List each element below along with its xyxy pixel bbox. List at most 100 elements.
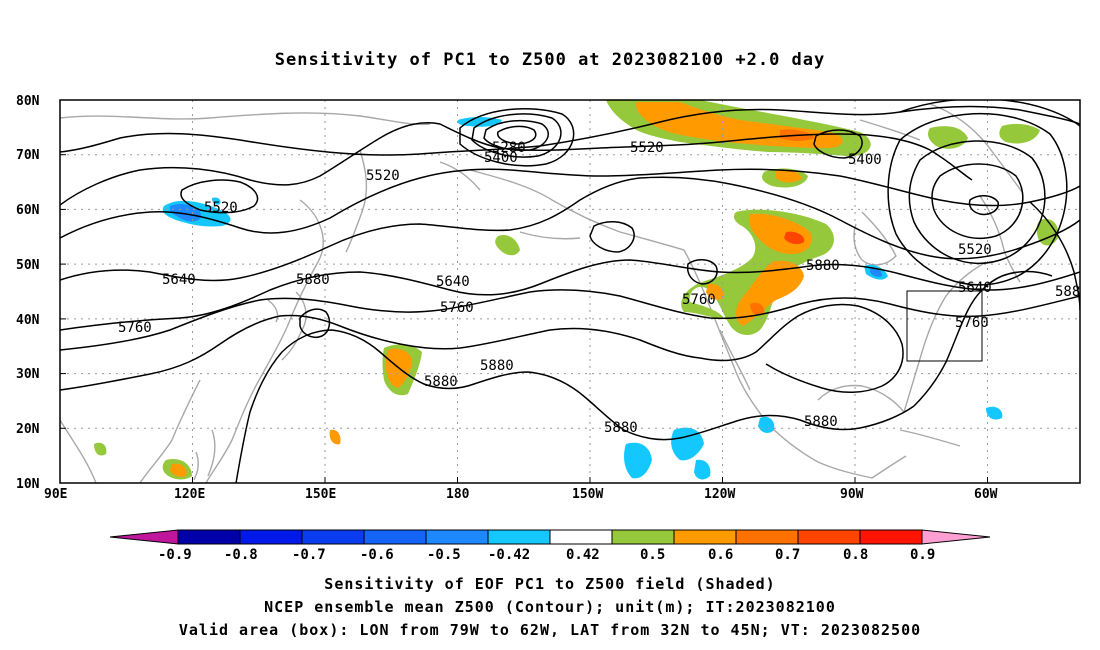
shade-pos05-canada [776,169,802,183]
coastline-india [60,419,97,483]
colorbar-box-neg_05 [425,529,489,545]
lon-label: 150E [305,487,336,502]
colorbar-box-pos_06 [735,529,799,545]
contour-label: 5520 [204,200,238,216]
shade-pos06-south [750,302,765,316]
coastline-na-east [903,261,987,413]
contour-11 [913,270,1053,407]
coastline-kamchatka [345,149,368,253]
shade-pos07-coast [784,231,805,245]
longitude-labels: 90E 120E 150E 180 150W 120W 90W 60W [44,487,998,502]
coastline-asia-north [60,112,431,126]
colorbar-box-neg_07 [301,529,365,545]
map-gridlines [60,100,1080,483]
shade-neg-sw [212,197,221,205]
contour-label: 5400 [484,150,518,166]
colorbar-label: -0.9 [158,547,192,563]
coastline-aleutians [519,231,581,240]
contour-low-ak [589,221,635,253]
colorbar-low-triangle [109,529,179,545]
axis-ticks [60,99,988,483]
contour-label: 5400 [848,152,882,168]
contour-7 [60,314,701,391]
colorbar-label: -0.8 [224,547,258,563]
lat-label: 80N [16,94,40,109]
shade-neg05-kamchatka [169,204,201,222]
coastline-alaska [469,169,685,251]
caption-valid-area: Valid area (box): LON from 79W to 62W, L… [178,621,922,639]
colorbar-label: 0.8 [843,547,868,563]
contour-labrador-ring-4 [887,112,1068,286]
lat-label: 70N [16,148,40,163]
coastline-gulf-mexico [817,384,905,413]
colorbar-box-pos_042 [611,529,675,545]
contour-2 [60,122,973,206]
contour-label: 5760 [118,320,152,336]
colorbar-label: -0.6 [360,547,394,563]
shade-neg-pacific-3 [694,459,711,480]
contour-label: 5520 [630,140,664,156]
contour-label: 5280 [492,140,526,156]
lon-label: 120E [174,487,205,502]
colorbar-box-pos_05 [673,529,737,545]
valid-area-box [906,290,983,362]
shade-pos05-wp [329,429,341,445]
coastline-bering [439,161,481,191]
colorbar-box-neg_042 [487,529,551,545]
shade-neg-pacific-2 [624,442,652,479]
coastline-greenland [929,103,1023,193]
lon-label: 90W [840,487,864,502]
coastline-cuba [899,429,961,447]
contour-labrador-ring-3 [908,140,1046,264]
coastline-china-se [139,379,201,483]
contour-10 [623,405,915,441]
colorbar-box-neutral [549,529,613,545]
shade-pos-ne [999,123,1040,144]
contour-high-ak [686,259,718,285]
shade-pos-cont-east [1036,218,1059,246]
contour-8 [235,329,625,483]
contour-label: 5640 [436,274,470,290]
colorbar-label: -0.42 [488,547,530,563]
contour-4 [60,176,1080,282]
colorbar-box-neg_06 [363,529,427,545]
colorbar-label: -0.5 [427,547,461,563]
contour-9 [699,303,904,393]
shade-pos05-west [706,283,725,300]
caption-contours: NCEP ensemble mean Z500 (Contour); unit(… [264,598,836,616]
lon-label: 150W [572,487,603,502]
colorbar-label: 0.9 [910,547,935,563]
shade-neg-pacific-4 [758,416,775,433]
shade-pos-alaska-gulf [495,234,520,256]
coastline-philippines [193,429,216,481]
shade-neg-pacific-1 [671,427,704,461]
map-title: Sensitivity of PC1 to Z500 at 2023082100… [274,50,826,70]
contour-label: 5520 [366,168,400,184]
contour-6 [60,289,1080,351]
lat-label: 40N [16,313,40,328]
lon-label: 180 [446,487,470,502]
coastline-asia-east [205,199,324,483]
contour-12 [299,308,331,338]
contour-labrador-ring-2 [931,163,1024,239]
coastline-labrador [979,195,1021,283]
colorbar-labels: -0.9 -0.8 -0.7 -0.6 -0.5 -0.42 0.42 0.5 … [158,547,935,563]
coastline-hudson-bay [853,211,897,266]
contour-3 [60,168,1080,239]
lat-label: 60N [16,203,40,218]
caption-shading: Sensitivity of EOF PC1 to Z500 field (Sh… [324,575,776,593]
colorbar-label: 0.42 [566,547,600,563]
colorbar-label: 0.6 [708,547,733,563]
z500-contours [60,100,1080,483]
shade-pos05-scs [170,463,187,477]
contour-label: 588 [1055,284,1080,300]
lat-label: 50N [16,258,40,273]
colorbar-box-pos_08 [859,529,923,545]
contour-label: 5640 [958,280,992,296]
contour-low-labrador [968,195,999,216]
coastline-na-west [683,249,873,479]
colorbar-label: 0.7 [775,547,800,563]
contour-low-canada [813,129,863,159]
colorbar-box-neg_09 [177,529,241,545]
